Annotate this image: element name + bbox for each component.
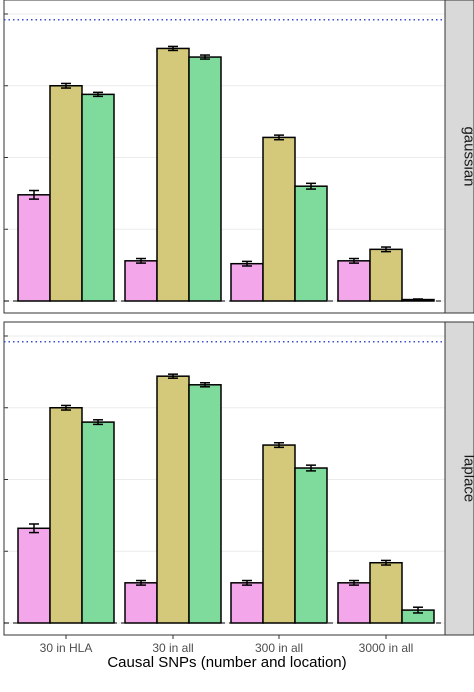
bar-laplace-1-0 [49, 407, 83, 624]
bar-laplace-1-1 [156, 375, 190, 624]
bar-gaussian-1-0 [49, 85, 83, 302]
bar-gaussian-2-1 [188, 56, 222, 302]
x-axis-title: Causal SNPs (number and location) [107, 654, 346, 671]
bar-laplace-0-2 [230, 582, 264, 624]
bar-gaussian-0-0 [17, 194, 51, 302]
facet-strip [444, 0, 474, 314]
bar-laplace-2-0 [81, 421, 115, 624]
chart-panels: gaussian laplace [3, 0, 474, 636]
x-tick-label: 30 in HLA [40, 641, 93, 655]
panel-laplace: laplace [3, 321, 474, 636]
bar-gaussian-0-1 [124, 260, 158, 302]
facet-strip [444, 321, 474, 636]
bar-laplace-0-1 [124, 582, 158, 624]
x-tick-label: 3000 in all [359, 641, 414, 655]
bar-gaussian-1-2 [262, 136, 296, 302]
bar-gaussian-1-1 [156, 47, 190, 302]
x-tick-label: 300 in all [255, 641, 303, 655]
bar-laplace-1-2 [262, 444, 296, 624]
bar-gaussian-1-3 [369, 248, 403, 302]
bar-gaussian-2-0 [81, 93, 115, 302]
facet-label: laplace [461, 455, 474, 503]
bar-gaussian-0-3 [337, 260, 371, 302]
bar-laplace-0-3 [337, 582, 371, 624]
panel-gaussian: gaussian [3, 0, 474, 314]
bar-gaussian-0-2 [230, 262, 264, 302]
bar-laplace-2-2 [294, 467, 328, 624]
bar-gaussian-2-2 [294, 185, 328, 302]
bar-laplace-0-0 [17, 527, 51, 624]
facet-label: gaussian [461, 126, 474, 186]
bar-laplace-2-1 [188, 384, 222, 624]
bar-laplace-1-3 [369, 561, 403, 624]
x-tick-labels: 30 in HLA 30 in all 300 in all 3000 in all [40, 635, 414, 655]
x-tick-label: 30 in all [152, 641, 193, 655]
